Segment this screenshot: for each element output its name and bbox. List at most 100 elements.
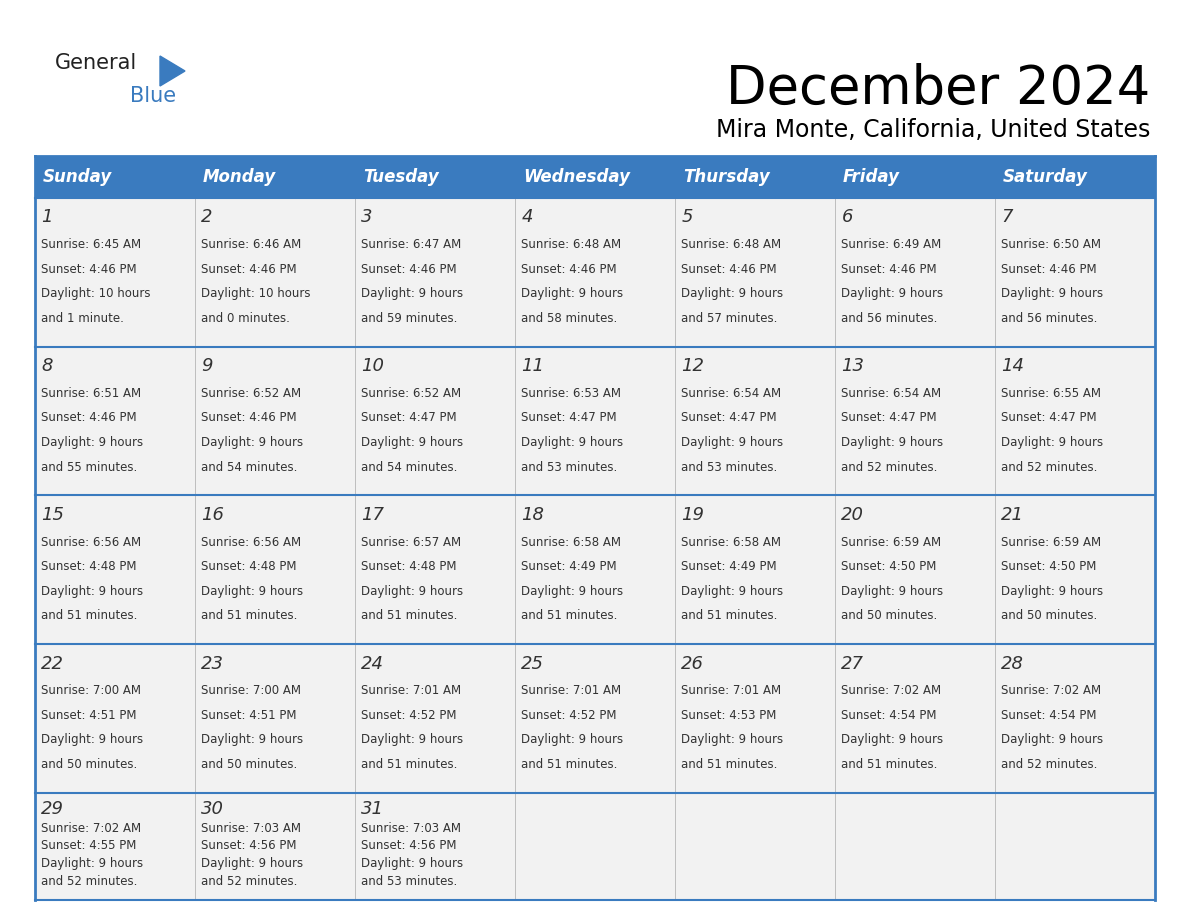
Text: and 50 minutes.: and 50 minutes. bbox=[1001, 610, 1098, 622]
Text: and 50 minutes.: and 50 minutes. bbox=[841, 610, 937, 622]
Text: Sunset: 4:46 PM: Sunset: 4:46 PM bbox=[682, 263, 777, 275]
Text: Sunrise: 7:02 AM: Sunrise: 7:02 AM bbox=[1001, 684, 1101, 698]
Text: Daylight: 9 hours: Daylight: 9 hours bbox=[522, 287, 624, 300]
Text: Sunset: 4:47 PM: Sunset: 4:47 PM bbox=[682, 411, 777, 424]
Text: Sunrise: 6:56 AM: Sunrise: 6:56 AM bbox=[42, 535, 141, 549]
Text: 19: 19 bbox=[682, 506, 704, 524]
Text: Daylight: 10 hours: Daylight: 10 hours bbox=[42, 287, 151, 300]
Text: and 51 minutes.: and 51 minutes. bbox=[841, 758, 937, 771]
Text: Daylight: 9 hours: Daylight: 9 hours bbox=[1001, 287, 1104, 300]
Text: and 55 minutes.: and 55 minutes. bbox=[42, 461, 138, 474]
Text: 22: 22 bbox=[42, 655, 64, 673]
Text: 13: 13 bbox=[841, 357, 865, 375]
Text: Sunset: 4:46 PM: Sunset: 4:46 PM bbox=[42, 263, 137, 275]
Text: Daylight: 9 hours: Daylight: 9 hours bbox=[1001, 733, 1104, 746]
Text: 5: 5 bbox=[682, 208, 693, 227]
Bar bbox=[34, 156, 195, 198]
Text: Daylight: 9 hours: Daylight: 9 hours bbox=[841, 287, 943, 300]
Text: Sunrise: 6:58 AM: Sunrise: 6:58 AM bbox=[522, 535, 621, 549]
Text: Daylight: 9 hours: Daylight: 9 hours bbox=[202, 733, 303, 746]
Bar bbox=[34, 198, 1155, 347]
Text: Daylight: 9 hours: Daylight: 9 hours bbox=[42, 857, 144, 870]
Bar bbox=[835, 156, 996, 198]
Text: Sunrise: 7:03 AM: Sunrise: 7:03 AM bbox=[361, 822, 461, 834]
Text: Daylight: 9 hours: Daylight: 9 hours bbox=[841, 585, 943, 598]
Text: Sunrise: 6:53 AM: Sunrise: 6:53 AM bbox=[522, 386, 621, 400]
Text: and 0 minutes.: and 0 minutes. bbox=[202, 312, 290, 325]
Text: Sunset: 4:52 PM: Sunset: 4:52 PM bbox=[522, 709, 617, 722]
Text: 16: 16 bbox=[202, 506, 225, 524]
Text: Sunrise: 6:58 AM: Sunrise: 6:58 AM bbox=[682, 535, 782, 549]
Text: 10: 10 bbox=[361, 357, 385, 375]
Text: Daylight: 9 hours: Daylight: 9 hours bbox=[361, 857, 463, 870]
Text: and 52 minutes.: and 52 minutes. bbox=[1001, 758, 1098, 771]
Text: and 58 minutes.: and 58 minutes. bbox=[522, 312, 618, 325]
Text: December 2024: December 2024 bbox=[726, 63, 1150, 115]
Text: Daylight: 9 hours: Daylight: 9 hours bbox=[361, 287, 463, 300]
Text: and 56 minutes.: and 56 minutes. bbox=[841, 312, 937, 325]
Text: 3: 3 bbox=[361, 208, 373, 227]
Text: Daylight: 10 hours: Daylight: 10 hours bbox=[202, 287, 311, 300]
Text: Sunrise: 7:00 AM: Sunrise: 7:00 AM bbox=[202, 684, 302, 698]
Text: 6: 6 bbox=[841, 208, 853, 227]
Text: Sunrise: 7:01 AM: Sunrise: 7:01 AM bbox=[682, 684, 782, 698]
Text: Daylight: 9 hours: Daylight: 9 hours bbox=[202, 857, 303, 870]
Text: Sunrise: 6:56 AM: Sunrise: 6:56 AM bbox=[202, 535, 302, 549]
Text: Sunrise: 7:02 AM: Sunrise: 7:02 AM bbox=[42, 822, 141, 834]
Text: and 54 minutes.: and 54 minutes. bbox=[361, 461, 457, 474]
Text: Sunday: Sunday bbox=[43, 168, 112, 186]
Text: Friday: Friday bbox=[843, 168, 901, 186]
Text: Sunset: 4:46 PM: Sunset: 4:46 PM bbox=[202, 411, 297, 424]
Text: and 59 minutes.: and 59 minutes. bbox=[361, 312, 457, 325]
Text: Sunset: 4:56 PM: Sunset: 4:56 PM bbox=[202, 839, 297, 853]
Text: Sunset: 4:46 PM: Sunset: 4:46 PM bbox=[841, 263, 937, 275]
Text: Daylight: 9 hours: Daylight: 9 hours bbox=[841, 733, 943, 746]
Text: 26: 26 bbox=[682, 655, 704, 673]
Bar bbox=[355, 156, 516, 198]
Text: and 53 minutes.: and 53 minutes. bbox=[361, 875, 457, 888]
Text: Daylight: 9 hours: Daylight: 9 hours bbox=[42, 436, 144, 449]
Text: Thursday: Thursday bbox=[683, 168, 770, 186]
Text: Daylight: 9 hours: Daylight: 9 hours bbox=[42, 733, 144, 746]
Text: Sunset: 4:47 PM: Sunset: 4:47 PM bbox=[522, 411, 617, 424]
Text: Sunset: 4:46 PM: Sunset: 4:46 PM bbox=[522, 263, 617, 275]
Text: 4: 4 bbox=[522, 208, 533, 227]
Text: and 51 minutes.: and 51 minutes. bbox=[682, 610, 778, 622]
Text: and 53 minutes.: and 53 minutes. bbox=[682, 461, 778, 474]
Text: Blue: Blue bbox=[129, 86, 176, 106]
Text: Tuesday: Tuesday bbox=[364, 168, 438, 186]
Text: 8: 8 bbox=[42, 357, 53, 375]
Text: Sunset: 4:51 PM: Sunset: 4:51 PM bbox=[202, 709, 297, 722]
Text: Sunrise: 6:54 AM: Sunrise: 6:54 AM bbox=[841, 386, 942, 400]
Text: Sunset: 4:50 PM: Sunset: 4:50 PM bbox=[1001, 560, 1097, 573]
Text: 7: 7 bbox=[1001, 208, 1013, 227]
Text: and 50 minutes.: and 50 minutes. bbox=[42, 758, 138, 771]
Text: Daylight: 9 hours: Daylight: 9 hours bbox=[682, 733, 784, 746]
Text: and 51 minutes.: and 51 minutes. bbox=[42, 610, 138, 622]
Text: Sunrise: 6:45 AM: Sunrise: 6:45 AM bbox=[42, 238, 141, 252]
Text: 30: 30 bbox=[202, 800, 225, 819]
Text: Sunset: 4:50 PM: Sunset: 4:50 PM bbox=[841, 560, 937, 573]
Text: Monday: Monday bbox=[203, 168, 277, 186]
Text: Daylight: 9 hours: Daylight: 9 hours bbox=[361, 733, 463, 746]
Text: 11: 11 bbox=[522, 357, 544, 375]
Text: Sunset: 4:56 PM: Sunset: 4:56 PM bbox=[361, 839, 457, 853]
Text: 1: 1 bbox=[42, 208, 53, 227]
Text: Sunrise: 7:00 AM: Sunrise: 7:00 AM bbox=[42, 684, 141, 698]
Text: and 54 minutes.: and 54 minutes. bbox=[202, 461, 298, 474]
Text: Sunset: 4:46 PM: Sunset: 4:46 PM bbox=[361, 263, 457, 275]
Text: Sunrise: 6:52 AM: Sunrise: 6:52 AM bbox=[361, 386, 461, 400]
Text: Sunset: 4:48 PM: Sunset: 4:48 PM bbox=[202, 560, 297, 573]
Bar bbox=[996, 156, 1155, 198]
Text: and 51 minutes.: and 51 minutes. bbox=[361, 610, 457, 622]
Bar bbox=[675, 156, 835, 198]
Text: Sunrise: 6:59 AM: Sunrise: 6:59 AM bbox=[841, 535, 942, 549]
Text: Sunset: 4:49 PM: Sunset: 4:49 PM bbox=[522, 560, 617, 573]
Text: and 51 minutes.: and 51 minutes. bbox=[522, 610, 618, 622]
Text: General: General bbox=[55, 53, 138, 73]
Text: 28: 28 bbox=[1001, 655, 1024, 673]
Text: 18: 18 bbox=[522, 506, 544, 524]
Text: Sunrise: 7:03 AM: Sunrise: 7:03 AM bbox=[202, 822, 302, 834]
Text: and 57 minutes.: and 57 minutes. bbox=[682, 312, 778, 325]
Bar bbox=[516, 156, 675, 198]
